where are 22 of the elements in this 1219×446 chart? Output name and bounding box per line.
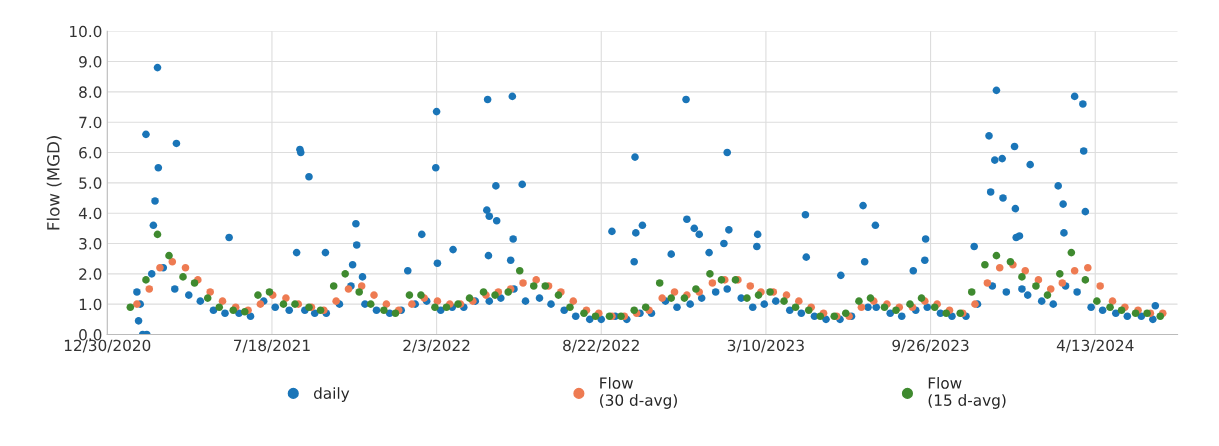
x-tick-label: 3/10/2023	[727, 339, 804, 353]
legend-label: Flow (30 d-avg)	[600, 377, 677, 409]
y-tick-label: 0.0	[79, 328, 102, 341]
x-tick-label: 7/18/2021	[234, 339, 310, 353]
x-tick-label: 12/30/2020	[64, 339, 151, 353]
x-tick-label: 4/13/2024	[1056, 339, 1134, 353]
y-tick-label: 10.0	[70, 25, 102, 38]
y-tick-label: 1.0	[79, 298, 102, 311]
y-tick-label: 4.0	[78, 207, 102, 220]
x-tick-label: 8/22/2022	[563, 339, 639, 353]
x-tick-label: 2/3/2022	[403, 339, 470, 353]
y-tick-label: 7.0	[79, 116, 102, 129]
legend-label: daily	[313, 387, 350, 402]
y-tick-label: 3.0	[79, 237, 102, 250]
y-tick-label: 2.0	[79, 268, 102, 280]
y-tick-label: 8.0	[79, 86, 102, 98]
y-tick-label: 5.0	[79, 177, 102, 189]
legend-label: Flow (15 d-avg)	[928, 377, 1006, 409]
y-tick-label: 9.0	[79, 56, 102, 68]
y-tick-label: 6.0	[79, 147, 102, 159]
x-tick-label: 9/26/2023	[892, 339, 969, 353]
y-axis-title: Flow (MGD)	[46, 136, 62, 230]
